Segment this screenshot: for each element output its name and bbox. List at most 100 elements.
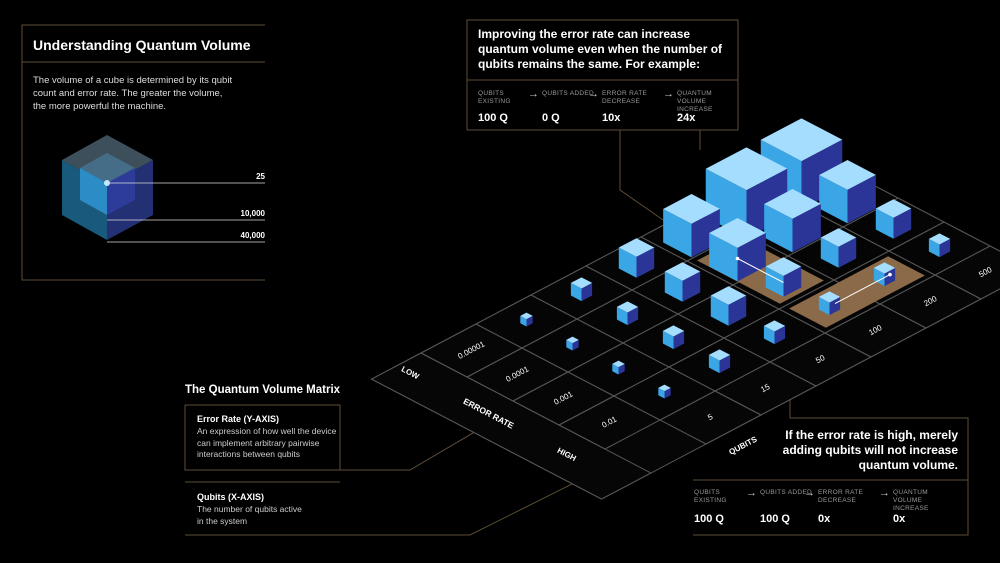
cube-face [663, 194, 720, 224]
column-label: QUBITS EXISTING [694, 489, 727, 504]
cube-face [570, 282, 582, 302]
cube-face [566, 336, 579, 344]
column-value: 10x [602, 112, 621, 124]
cube-face [765, 266, 784, 297]
improve-text: Improving the error rate can increase qu… [478, 27, 723, 71]
matrix-title: The Quantum Volume Matrix [185, 384, 341, 396]
intro-label: 25 [256, 172, 265, 181]
cube-face [893, 208, 912, 239]
cube-face [682, 271, 701, 302]
cube-face [616, 306, 628, 326]
arrow: → [879, 487, 890, 499]
cube-face [570, 277, 593, 289]
matrix-grid: 515501002005000.000010.00010.0010.01QUBI… [370, 118, 1000, 500]
cube-face [774, 325, 786, 345]
column-value: 0 Q [542, 112, 560, 124]
cube-face [627, 306, 639, 326]
arrow [834, 274, 891, 305]
cube-face [581, 282, 593, 302]
column-label: QUANTUM VOLUME INCREASE [893, 489, 929, 512]
cube-face [764, 189, 821, 219]
cube-face [792, 203, 821, 253]
cube-face [709, 218, 766, 248]
cube-face [526, 315, 533, 327]
y-axis-title: Error Rate (Y-AXIS) [197, 414, 280, 424]
column-value: 100 Q [760, 513, 790, 525]
cube-face [664, 271, 683, 302]
cube-face [764, 203, 793, 253]
cube-face [618, 363, 625, 375]
cube-face [710, 295, 729, 326]
cube-face [658, 384, 671, 392]
cube-face [939, 238, 951, 258]
cube-face [107, 168, 135, 215]
column-label: QUBITS EXISTING [478, 90, 511, 105]
cube-face [566, 339, 573, 351]
cube-face [818, 296, 830, 316]
arrow [737, 258, 784, 283]
cube-face [664, 262, 701, 281]
cube-face [928, 238, 940, 258]
cube-face [873, 262, 896, 274]
cube-face [847, 174, 876, 224]
cube-face [763, 320, 786, 332]
arrow: → [663, 88, 674, 100]
cube-face [520, 315, 527, 327]
x-axis-description: The number of qubits active in the syste… [197, 504, 302, 526]
cube-face [829, 296, 841, 316]
x-tick-label: 5 [706, 412, 715, 422]
x-axis-label: QUBITS [728, 434, 760, 456]
cube-face [884, 267, 896, 287]
cube-face [636, 247, 655, 278]
leaders [107, 182, 265, 243]
arrow: → [804, 487, 815, 499]
cube-face [820, 237, 839, 268]
intro-label: 40,000 [241, 231, 266, 240]
cube-face [765, 257, 802, 276]
column-value: 100 Q [694, 513, 724, 525]
column-label: QUBITS ADDED [760, 489, 812, 496]
cube-face [728, 295, 747, 326]
cube-face [708, 354, 720, 374]
cube-face [520, 312, 533, 320]
cube-face [820, 228, 857, 247]
column-label: ERROR RATE DECREASE [818, 489, 864, 504]
improve-frame [466, 19, 739, 131]
cube-face [710, 286, 747, 305]
column-label: QUANTUM VOLUME INCREASE [677, 90, 713, 113]
cube-face [664, 387, 671, 399]
cube-face [673, 330, 685, 350]
column-value: 24x [677, 112, 696, 124]
cube-face [572, 339, 579, 351]
column-value: 100 Q [478, 112, 508, 124]
high-text: If the error rate is high, merely adding… [782, 428, 958, 472]
arrow: → [528, 88, 539, 100]
intro-frame [21, 24, 265, 281]
cube-face [819, 160, 876, 190]
cube-face [612, 360, 625, 368]
intro-body: The volume of a cube is determined by it… [33, 75, 233, 112]
cube-face [719, 354, 731, 374]
cube-face [80, 168, 107, 215]
cube-face [708, 349, 731, 361]
cube-face [819, 174, 848, 224]
cube-face [618, 238, 655, 257]
cube-face [709, 232, 738, 282]
cube-face [875, 199, 912, 218]
arrow-head [735, 256, 740, 261]
cube-face [618, 247, 637, 278]
cube-face [838, 237, 857, 268]
intro-cube: 25 10,000 40,000 [62, 135, 266, 243]
arrow-head [888, 272, 892, 277]
cube-face [662, 330, 674, 350]
intro-label: 10,000 [241, 209, 266, 218]
cube-face [875, 208, 894, 239]
strip-cell [370, 352, 653, 500]
column-label: QUBITS ADDED [542, 90, 594, 97]
cube-face [763, 325, 775, 345]
arrow: → [746, 487, 757, 499]
cube-face [616, 301, 639, 313]
cube-face [928, 233, 951, 245]
